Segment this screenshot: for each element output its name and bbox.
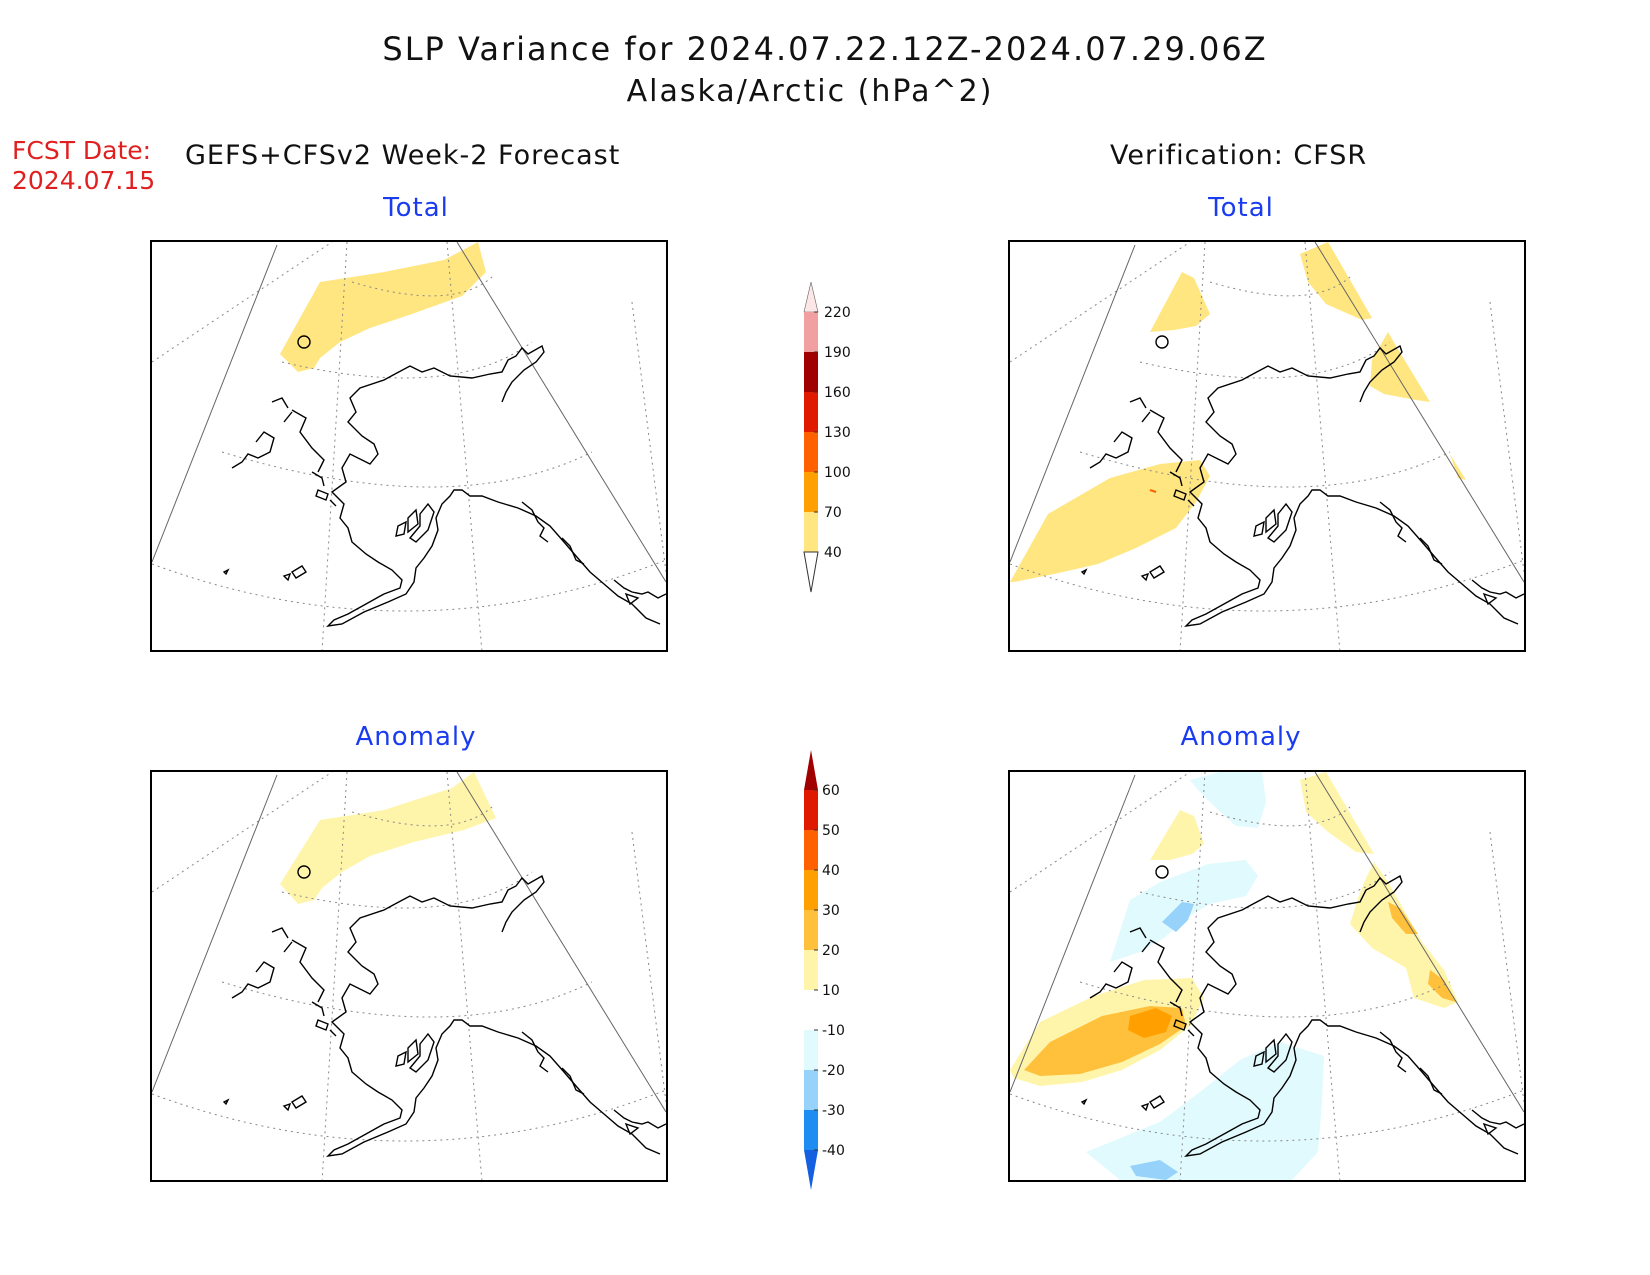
- forecast-source-label: GEFS+CFSv2 Week-2 Forecast: [185, 140, 621, 171]
- total-colorbar-swatch: [804, 472, 818, 512]
- anomaly-colorbar-swatch: [804, 950, 818, 990]
- verification-total-region-2: [1300, 242, 1372, 320]
- anomaly-colorbar-label: -20: [822, 1063, 845, 1079]
- anomaly-colorbar-label: 20: [822, 943, 840, 959]
- verification-anomaly-map: [1008, 770, 1526, 1182]
- forecast-date-label: FCST Date:: [12, 136, 152, 165]
- verification-total-map: [1008, 240, 1526, 652]
- total-colorbar-label: 130: [824, 425, 851, 441]
- forecast-total-title: Total: [383, 193, 449, 223]
- anomaly-colorbar-swatch: [804, 830, 818, 870]
- verification-anomaly-positive-north-2: [1300, 772, 1374, 854]
- verification-total-region-1: [1150, 272, 1210, 332]
- total-colorbar-swatch: [804, 352, 818, 392]
- anomaly-colorbar-swatch: [804, 1070, 818, 1110]
- anomaly-colorbar-label: 10: [822, 983, 840, 999]
- total-colorbar-swatch: [804, 312, 818, 352]
- total-colorbar-label: 160: [824, 385, 851, 401]
- verification-total-region-5: [1010, 460, 1210, 582]
- total-colorbar-bottom-arrow: [803, 551, 819, 593]
- anomaly-colorbar-label: 40: [822, 863, 840, 879]
- verification-total-region-4: [1450, 454, 1466, 480]
- anomaly-colorbar: -40 -30 -20 -10 10 20 30 40 50 60: [804, 750, 845, 1190]
- verification-total-title: Total: [1208, 193, 1274, 223]
- anomaly-colorbar-swatch: [804, 990, 818, 1030]
- anomaly-colorbar-swatch: [804, 790, 818, 830]
- anomaly-colorbar-label: 30: [822, 903, 840, 919]
- anomaly-colorbar-swatch: [804, 1030, 818, 1070]
- total-colorbar-label: 190: [824, 345, 851, 361]
- anomaly-colorbar-swatch: [804, 910, 818, 950]
- verification-anomaly-negative-central-core: [1162, 902, 1194, 932]
- verification-anomaly-negative-south: [1086, 1042, 1324, 1180]
- verification-anomaly-positive-west-core: [1128, 1008, 1172, 1038]
- anomaly-colorbar-swatch: [804, 1110, 818, 1150]
- verification-anomaly-title: Anomaly: [1180, 722, 1302, 752]
- anomaly-colorbar-bottom-arrow: [804, 1150, 818, 1190]
- anomaly-colorbar-label: 50: [822, 823, 840, 839]
- anomaly-colorbar-label: -30: [822, 1103, 845, 1119]
- total-colorbar-top-arrow: [803, 282, 819, 313]
- forecast-total-map: [150, 240, 668, 652]
- anomaly-colorbar-swatch: [804, 870, 818, 910]
- anomaly-colorbar-top-arrow: [804, 750, 818, 790]
- forecast-anomaly-map: [150, 770, 668, 1182]
- total-colorbar-swatch: [804, 392, 818, 432]
- total-colorbar-label: 70: [824, 505, 842, 521]
- chart-title: SLP Variance for 2024.07.22.12Z-2024.07.…: [382, 30, 1268, 68]
- total-colorbar-label: 220: [824, 305, 851, 321]
- verification-anomaly-positive-north-1: [1150, 810, 1204, 860]
- verification-source-label: Verification: CFSR: [1110, 140, 1368, 171]
- verification-anomaly-negative-south-core: [1130, 1160, 1178, 1180]
- total-colorbar: 40 70 100 130 160 190 220: [803, 282, 851, 593]
- verification-anomaly-negative-north: [1190, 772, 1266, 828]
- verification-anomaly-positive-east-core-1: [1388, 902, 1418, 934]
- anomaly-colorbar-label: 60: [822, 783, 840, 799]
- total-colorbar-swatch: [804, 432, 818, 472]
- total-colorbar-swatch: [804, 512, 818, 552]
- anomaly-colorbar-label: -40: [822, 1143, 845, 1159]
- total-colorbar-label: 100: [824, 465, 851, 481]
- anomaly-colorbar-label: -10: [822, 1023, 845, 1039]
- chart-subtitle: Alaska/Arctic (hPa^2): [626, 74, 994, 109]
- forecast-date-value: 2024.07.15: [12, 166, 156, 195]
- verification-total-region-3: [1370, 332, 1430, 402]
- forecast-anomaly-title: Anomaly: [355, 722, 477, 752]
- verification-anomaly-positive-east-core-2: [1428, 970, 1456, 1002]
- forecast-anomaly-positive-region: [280, 772, 496, 904]
- forecast-date-block: FCST Date: 2024.07.15: [12, 136, 155, 196]
- forecast-total-variance-region: [280, 242, 486, 372]
- total-colorbar-label: 40: [824, 545, 842, 561]
